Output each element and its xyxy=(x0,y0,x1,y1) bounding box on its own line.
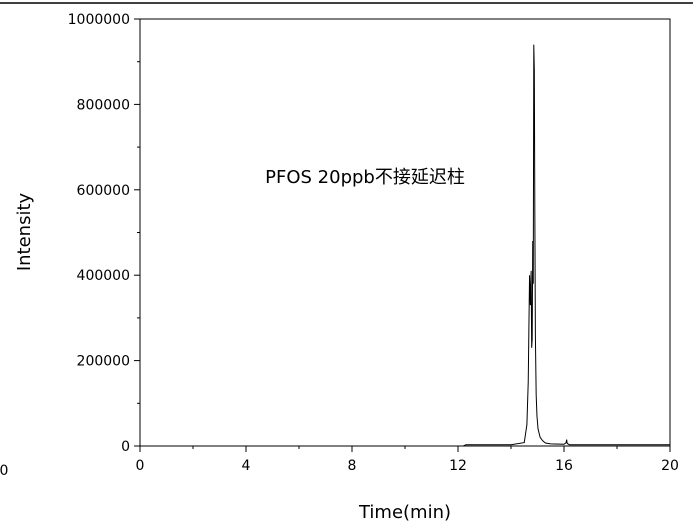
x-tick-label: 16 xyxy=(555,458,573,474)
y-tick-label: 0 xyxy=(121,439,130,455)
x-tick-label: 0 xyxy=(136,458,145,474)
y-tick-label: 400000 xyxy=(77,268,130,284)
y-tick-label: 600000 xyxy=(77,183,130,199)
y-tick-label: 200000 xyxy=(77,354,130,370)
x-axis-ticks: 0 4 8 12 16 20 xyxy=(136,446,679,474)
series-line xyxy=(140,44,670,447)
x-tick-label: 4 xyxy=(242,458,251,474)
y-axis-ticks: 0 200000 400000 600000 800000 1000000 xyxy=(68,12,140,455)
stray-tick-label: 0 xyxy=(0,463,8,479)
x-tick-label: 8 xyxy=(348,458,357,474)
plot-frame xyxy=(139,18,671,447)
y-axis-title: Intensity xyxy=(14,192,35,271)
annotation-label: PFOS 20ppb不接延迟柱 xyxy=(265,167,465,188)
y-tick-label: 800000 xyxy=(77,97,130,113)
x-tick-label: 20 xyxy=(661,458,679,474)
x-tick-label: 12 xyxy=(449,458,467,474)
y-tick-label: 1000000 xyxy=(68,12,130,28)
x-axis-title: Time(min) xyxy=(358,502,451,523)
